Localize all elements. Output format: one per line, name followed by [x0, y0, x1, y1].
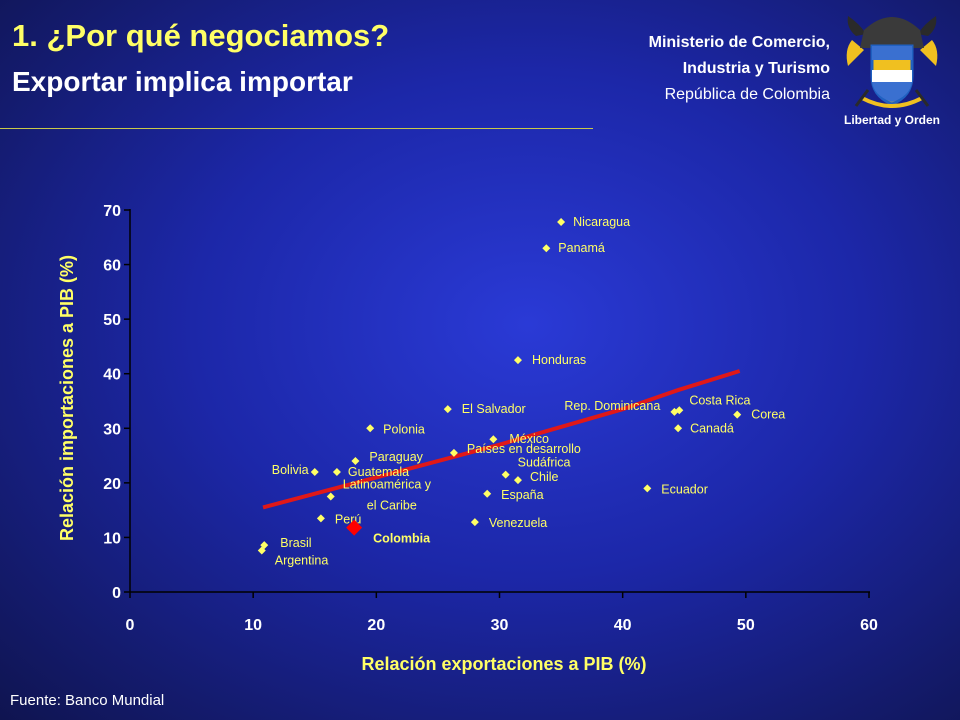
data-point-marker — [542, 244, 551, 253]
ministry-block: Ministerio de Comercio, Industria y Turi… — [649, 30, 830, 108]
data-point-marker — [733, 410, 742, 419]
data-point-label: Polonia — [383, 422, 425, 436]
slide-subtitle: Exportar implica importar — [12, 66, 353, 97]
data-point-marker — [489, 435, 498, 444]
data-point-marker — [674, 424, 683, 433]
y-tick-label: 40 — [103, 367, 121, 384]
data-point-label: Corea — [751, 408, 785, 422]
x-tick-label: 20 — [367, 617, 385, 634]
coat-of-arms-logo: Libertad y Orden — [844, 16, 940, 127]
data-point-label: El Salvador — [462, 402, 526, 416]
data-point-label: Guatemala — [348, 465, 409, 479]
data-point-label: Honduras — [532, 353, 586, 367]
data-point-marker — [346, 519, 363, 536]
data-point-label: Bolivia — [272, 463, 309, 477]
data-point-marker — [443, 405, 452, 414]
data-point-label: Latinoamérica y el Caribe — [343, 478, 432, 513]
data-point-label: Chile — [530, 470, 559, 484]
title-divider — [0, 128, 593, 129]
data-point-label: Panamá — [558, 241, 605, 255]
x-tick-label: 10 — [244, 617, 262, 634]
data-point-marker — [513, 356, 522, 365]
data-point-marker — [351, 457, 360, 466]
data-point-label: Canadá — [690, 421, 734, 435]
data-point-marker — [449, 448, 458, 457]
y-axis-title: Relación importaciones a PIB (%) — [57, 255, 77, 541]
trend-line — [262, 369, 741, 510]
slide-title: 1. ¿Por qué negociamos? — [12, 18, 390, 53]
x-tick-label: 30 — [491, 617, 509, 634]
y-tick-label: 20 — [103, 476, 121, 493]
data-point-label: España — [501, 488, 543, 502]
ministry-name-line1: Ministerio de Comercio, — [648, 34, 830, 51]
data-point-marker — [483, 489, 492, 498]
data-point-label: Colombia — [373, 532, 431, 546]
y-tick-label: 10 — [103, 530, 121, 547]
x-axis-title: Relación exportaciones a PIB (%) — [361, 654, 646, 674]
data-point-label: Brasil — [280, 536, 311, 550]
y-tick-label: 60 — [103, 258, 121, 275]
data-point-label: México — [509, 432, 549, 446]
data-point-marker — [310, 467, 319, 476]
data-point-marker — [557, 218, 566, 227]
data-point-marker — [501, 470, 510, 479]
country-name: República de Colombia — [664, 86, 830, 103]
data-point-label: Rep. Dominicana — [564, 399, 660, 413]
data-point-label: Argentina — [275, 554, 329, 568]
data-point-marker — [513, 476, 522, 485]
data-point-marker — [332, 467, 341, 476]
data-point-marker — [316, 514, 325, 523]
data-point-marker — [326, 492, 335, 501]
y-tick-label: 50 — [103, 312, 121, 329]
data-point-marker — [675, 406, 684, 415]
y-tick-label: 30 — [103, 421, 121, 438]
x-tick-label: 50 — [737, 617, 755, 634]
source-note: Fuente: Banco Mundial — [10, 692, 165, 709]
x-tick-label: 0 — [126, 617, 135, 634]
data-point-label: Costa Rica — [689, 393, 750, 407]
y-tick-label: 70 — [103, 203, 121, 220]
data-point-label: Ecuador — [661, 482, 708, 496]
y-tick-label: 0 — [112, 585, 121, 602]
data-point-marker — [643, 484, 652, 493]
data-point-marker — [257, 546, 266, 555]
ministry-name-line2: Industria y Turismo — [682, 60, 830, 77]
data-point-label: Países en desarrollo — [467, 442, 581, 456]
data-point-label: Venezuela — [489, 516, 547, 530]
x-tick-label: 40 — [614, 617, 632, 634]
data-point-marker — [366, 424, 375, 433]
x-tick-label: 60 — [860, 617, 878, 634]
data-point-marker — [470, 518, 479, 527]
data-point-label: Paraguay — [369, 450, 423, 464]
data-point-label: Sudáfrica — [518, 456, 571, 470]
crest-motto: Libertad y Orden — [844, 113, 940, 127]
data-point-label: Nicaragua — [573, 215, 630, 229]
